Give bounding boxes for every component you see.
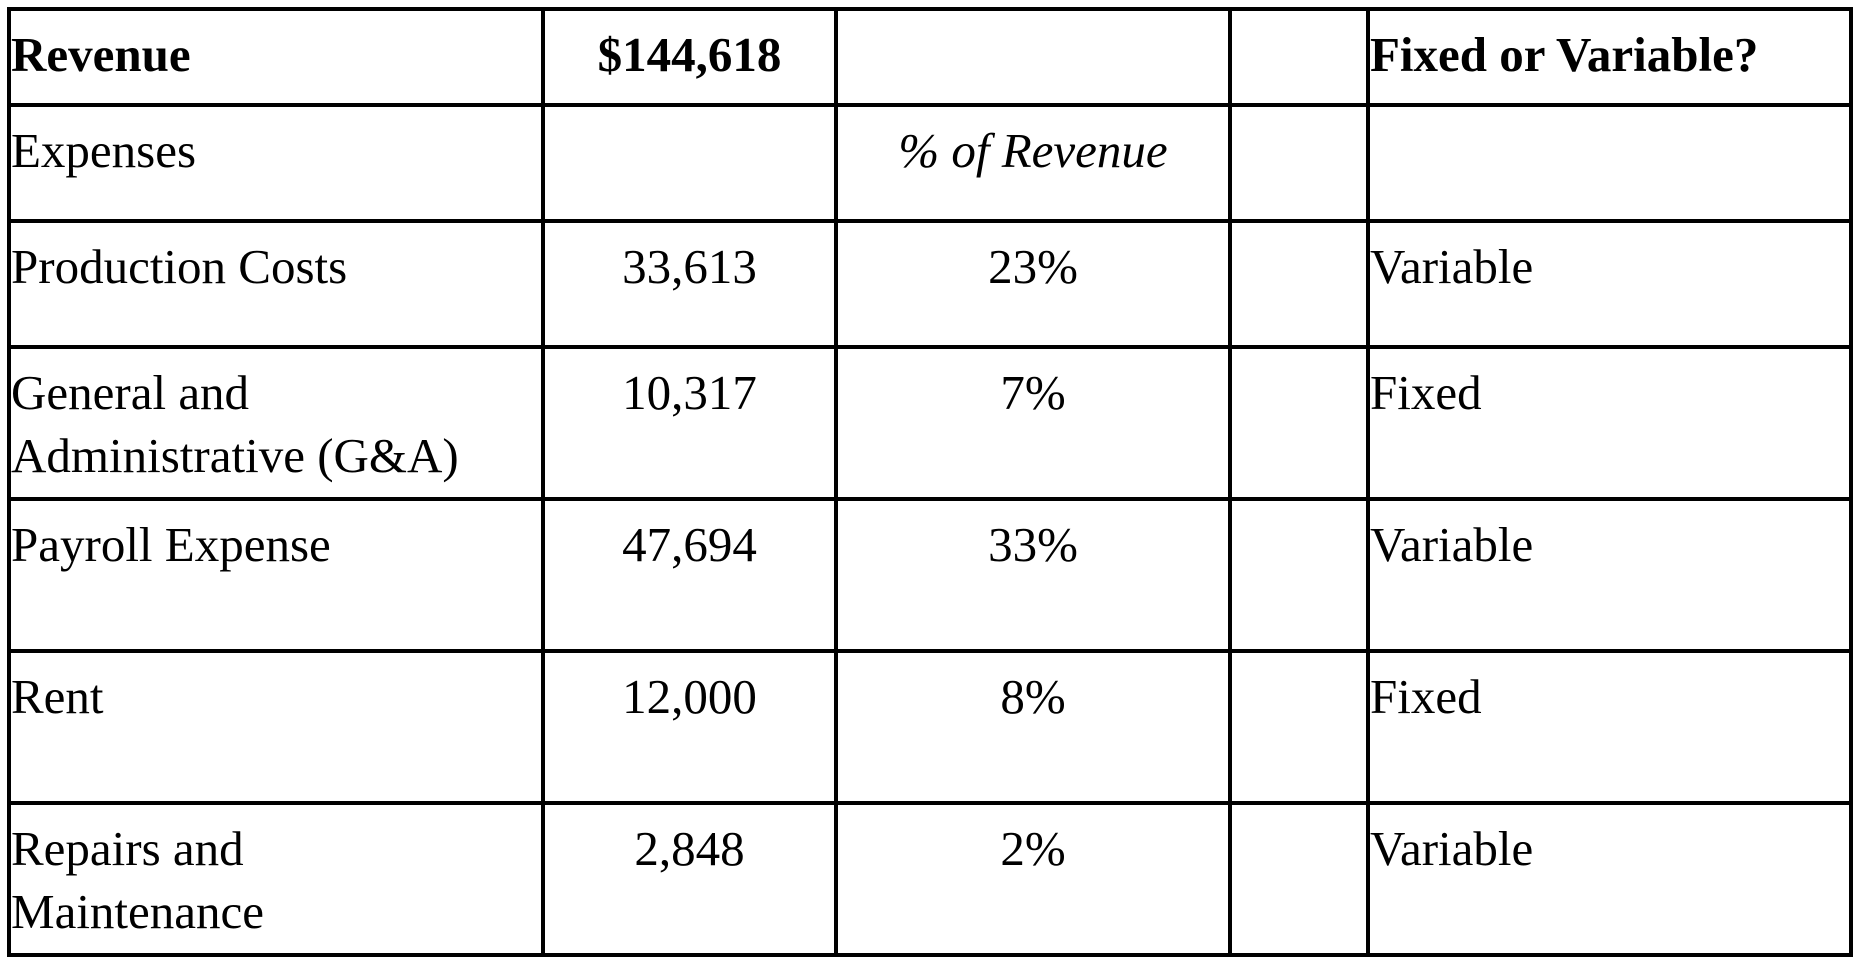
expense-name: Repairs and Maintenance bbox=[11, 807, 539, 943]
expense-kind: Variable bbox=[1370, 239, 1534, 294]
expense-blank-cell bbox=[1228, 649, 1370, 805]
expense-amount: 2,848 bbox=[634, 821, 745, 876]
expense-table: Revenue $144,618 Fixed or Variable? Expe… bbox=[7, 7, 1853, 957]
table-row: Payroll Expense 47,694 33% Variable bbox=[7, 497, 1853, 653]
expense-name-line: Production Costs bbox=[11, 239, 348, 294]
expenses-value-cell bbox=[541, 103, 838, 223]
expense-percent: 33% bbox=[988, 517, 1078, 572]
revenue-label-cell: Revenue bbox=[7, 7, 545, 107]
expense-amount-cell: 12,000 bbox=[541, 649, 838, 805]
expense-name-cell: Repairs and Maintenance bbox=[7, 801, 545, 957]
expense-amount: 33,613 bbox=[622, 239, 757, 294]
expense-amount: 47,694 bbox=[622, 517, 757, 572]
revenue-row: Revenue $144,618 Fixed or Variable? bbox=[7, 7, 1853, 107]
expense-blank-cell bbox=[1228, 801, 1370, 957]
table-row: Production Costs 33,613 23% Variable bbox=[7, 219, 1853, 349]
expense-name-line: Maintenance bbox=[11, 884, 265, 939]
expense-percent-cell: 23% bbox=[834, 219, 1232, 349]
revenue-percent-cell bbox=[834, 7, 1232, 107]
expense-kind-cell: Variable bbox=[1366, 497, 1853, 653]
expenses-label: Expenses bbox=[11, 123, 197, 178]
expense-percent: 7% bbox=[1000, 365, 1066, 420]
revenue-blank bbox=[1234, 13, 1364, 23]
expense-percent-cell: 7% bbox=[834, 345, 1232, 501]
revenue-value-cell: $144,618 bbox=[541, 7, 838, 107]
expenses-blank bbox=[1234, 109, 1364, 119]
expense-name-cell: Rent bbox=[7, 649, 545, 805]
expense-name-cell: Payroll Expense bbox=[7, 497, 545, 653]
expense-name: Production Costs bbox=[11, 225, 539, 298]
expense-kind: Variable bbox=[1370, 517, 1534, 572]
table-row: General and Administrative (G&A) 10,317 7… bbox=[7, 345, 1853, 501]
expense-blank-cell bbox=[1228, 345, 1370, 501]
expense-amount-cell: 10,317 bbox=[541, 345, 838, 501]
expense-kind-cell: Variable bbox=[1366, 801, 1853, 957]
table-row: Repairs and Maintenance 2,848 2% Variable bbox=[7, 801, 1853, 957]
expense-kind-cell: Variable bbox=[1366, 219, 1853, 349]
expense-name-line: Payroll Expense bbox=[11, 517, 331, 572]
expense-name-line: Administrative (G&A) bbox=[11, 428, 459, 483]
fixed-or-variable-header: Fixed or Variable? bbox=[1370, 27, 1759, 82]
expenses-label-cell: Expenses bbox=[7, 103, 545, 223]
expenses-header-row: Expenses % of Revenue bbox=[7, 103, 1853, 223]
expense-amount-cell: 47,694 bbox=[541, 497, 838, 653]
revenue-value: $144,618 bbox=[597, 27, 782, 82]
revenue-label: Revenue bbox=[11, 27, 191, 82]
expenses-value bbox=[547, 109, 832, 119]
revenue-blank-cell bbox=[1228, 7, 1370, 107]
expense-name: Payroll Expense bbox=[11, 503, 539, 576]
expense-blank-cell bbox=[1228, 497, 1370, 653]
expense-amount-cell: 33,613 bbox=[541, 219, 838, 349]
table-row: Rent 12,000 8% Fixed bbox=[7, 649, 1853, 805]
percent-of-revenue-header-cell: % of Revenue bbox=[834, 103, 1232, 223]
expense-kind-cell: Fixed bbox=[1366, 649, 1853, 805]
expense-amount-cell: 2,848 bbox=[541, 801, 838, 957]
expense-name-cell: General and Administrative (G&A) bbox=[7, 345, 545, 501]
expenses-type bbox=[1372, 109, 1847, 119]
expense-percent-cell: 8% bbox=[834, 649, 1232, 805]
expense-kind: Variable bbox=[1370, 821, 1534, 876]
expense-name: Rent bbox=[11, 655, 539, 728]
fixed-or-variable-header-cell: Fixed or Variable? bbox=[1366, 7, 1853, 107]
expense-percent-cell: 33% bbox=[834, 497, 1232, 653]
percent-of-revenue-header: % of Revenue bbox=[898, 123, 1168, 178]
revenue-percent bbox=[840, 13, 1226, 23]
expense-kind-cell: Fixed bbox=[1366, 345, 1853, 501]
expenses-type-cell bbox=[1366, 103, 1853, 223]
expense-kind: Fixed bbox=[1370, 365, 1482, 420]
expense-percent: 23% bbox=[988, 239, 1078, 294]
expenses-blank-cell bbox=[1228, 103, 1370, 223]
expense-amount: 10,317 bbox=[622, 365, 757, 420]
expense-name: General and Administrative (G&A) bbox=[11, 351, 539, 487]
expense-percent: 2% bbox=[1000, 821, 1066, 876]
expense-percent-cell: 2% bbox=[834, 801, 1232, 957]
expense-name-cell: Production Costs bbox=[7, 219, 545, 349]
expense-name-line: Repairs and bbox=[11, 821, 244, 876]
expense-percent: 8% bbox=[1000, 669, 1066, 724]
expense-blank-cell bbox=[1228, 219, 1370, 349]
expense-name-line: General and bbox=[11, 365, 250, 420]
expense-kind: Fixed bbox=[1370, 669, 1482, 724]
expense-name-line: Rent bbox=[11, 669, 104, 724]
expense-amount: 12,000 bbox=[622, 669, 757, 724]
